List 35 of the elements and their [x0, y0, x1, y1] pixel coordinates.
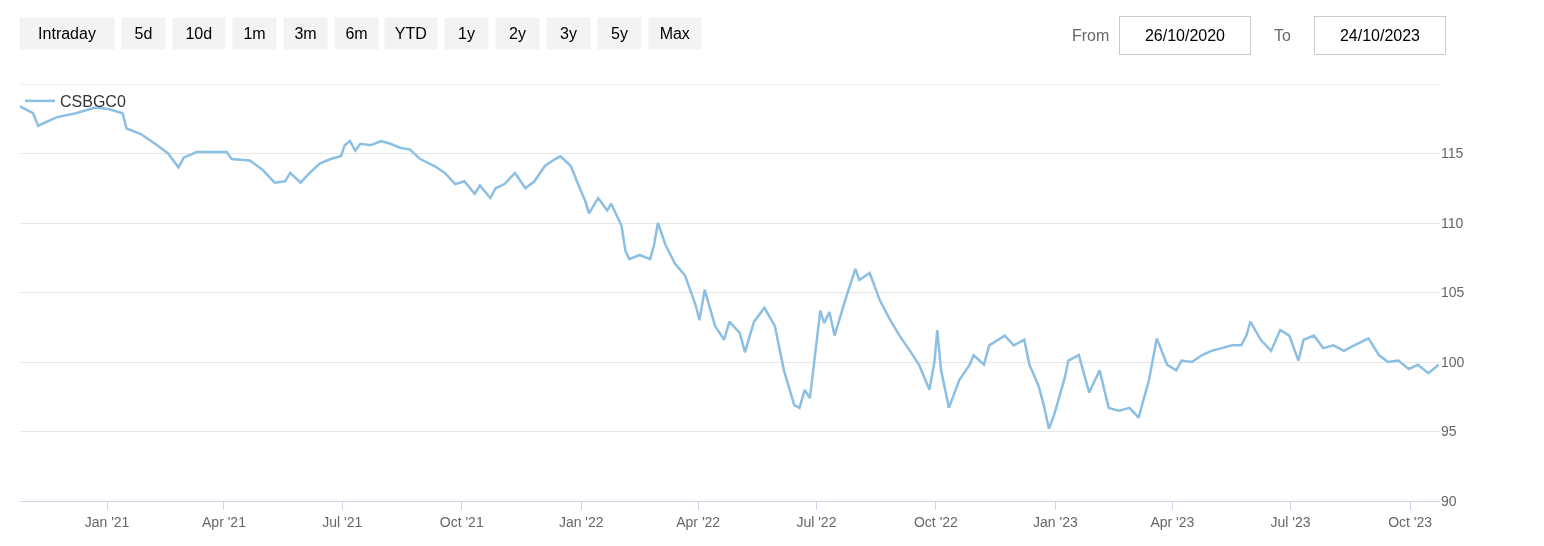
x-tick-label: Jul '23 [1270, 513, 1311, 530]
text: 1y [458, 25, 475, 42]
y-tick-label: 110 [1441, 214, 1464, 231]
x-tick-label: Oct '22 [913, 513, 959, 530]
text: 10d [185, 25, 213, 42]
x-tick-label: Jan '23 [1033, 513, 1078, 530]
y-tick-label: 115 [1441, 145, 1464, 162]
text: 26/10/2020 [1144, 27, 1226, 44]
x-tick-label: Oct '23 [1388, 513, 1433, 530]
text: Intraday [38, 25, 96, 42]
y-tick-label: 100 [1441, 353, 1465, 370]
legend-label: CSBGC0 [60, 93, 126, 111]
x-tick-label: Oct '21 [439, 513, 484, 530]
x-tick-label: Jan '21 [84, 513, 130, 530]
text: YTD [394, 25, 427, 42]
y-tick-label: 90 [1441, 492, 1457, 509]
text: 1m [243, 25, 266, 42]
text: From [1072, 27, 1110, 44]
text: To [1274, 27, 1291, 44]
x-tick-label: Apr '22 [676, 513, 721, 530]
y-tick-label: 105 [1441, 284, 1465, 301]
text: 5d [134, 25, 153, 42]
y-tick-label: 95 [1441, 423, 1457, 440]
x-tick-label: Jul '21 [322, 513, 363, 530]
text: 6m [345, 25, 368, 42]
x-tick-label: Apr '21 [202, 513, 247, 530]
x-tick-label: Apr '23 [1150, 513, 1195, 530]
text: 24/10/2023 [1339, 27, 1421, 44]
text: 3m [294, 25, 317, 42]
x-tick-label: Jan '22 [558, 513, 604, 530]
text: 3y [560, 25, 577, 42]
text: 2y [509, 25, 526, 42]
x-tick-label: Jul '22 [796, 513, 837, 530]
text: Max [659, 25, 690, 42]
text: 5y [611, 25, 628, 42]
